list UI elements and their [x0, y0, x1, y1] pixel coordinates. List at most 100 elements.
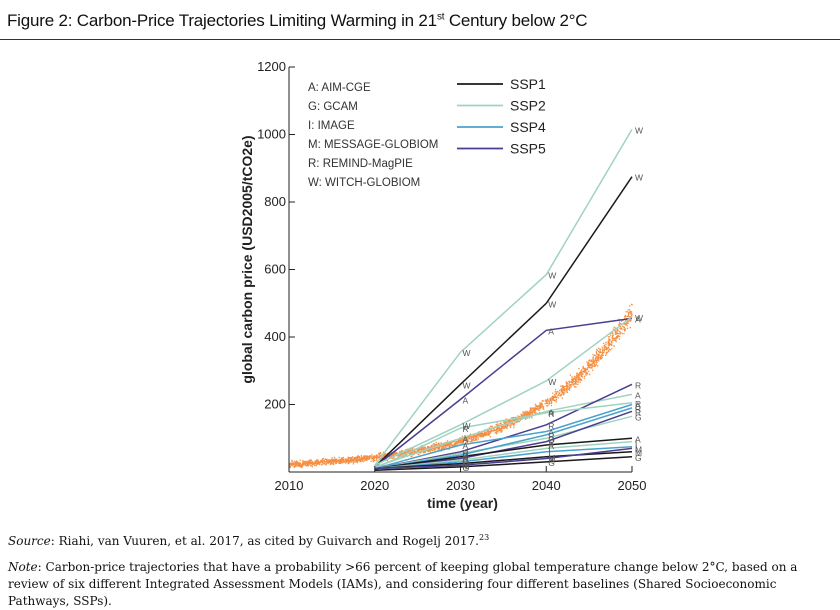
model-marker: R	[463, 448, 469, 458]
source-note: Source: Riahi, van Vuuren, et al. 2017, …	[8, 533, 490, 548]
x-axis-label: time (year)	[427, 495, 498, 511]
legend-label-ssp1: SSP1	[510, 76, 546, 92]
model-marker: R	[635, 404, 641, 414]
model-marker: W	[548, 271, 556, 281]
scatter-cloud	[289, 303, 633, 469]
model-marker: W	[548, 299, 556, 309]
model-marker: I	[463, 456, 465, 466]
model-marker: G	[635, 412, 642, 422]
model-marker: A	[463, 441, 469, 451]
series-line-ssp5-a	[374, 317, 633, 468]
y-axis-label: global carbon price (USD2005/tCO2e)	[239, 135, 255, 383]
model-marker: I	[548, 444, 550, 454]
axes: 200 400 600 800 1000 1200 2010 2020 2030 2040 2050…	[239, 59, 646, 511]
x-tick-label: 2020	[360, 478, 389, 493]
model-marker: M	[548, 453, 555, 463]
x-tick-label: 2010	[275, 478, 304, 493]
x-tick-label: 2040	[532, 478, 561, 493]
y-tick-label: 800	[264, 194, 286, 209]
series-lines	[374, 129, 633, 472]
series-line-ssp2-g	[374, 415, 633, 470]
series-line-ssp4-r	[374, 407, 633, 470]
series-line-ssp5-r	[374, 410, 633, 470]
model-marker: A	[548, 326, 554, 336]
model-marker: A	[635, 434, 641, 444]
model-marker: R	[635, 407, 641, 417]
model-marker: W	[463, 380, 471, 390]
model-marker: W	[635, 125, 643, 135]
model-marker: G	[463, 449, 470, 459]
model-marker: G	[548, 458, 555, 468]
model-marker: G	[635, 453, 642, 463]
series-line-ssp2-r	[374, 402, 633, 470]
model-marker: R	[463, 451, 469, 461]
model-marker: I	[635, 438, 637, 448]
model-marker: A	[463, 453, 469, 463]
model-markers: WWWWWWAAAWWWAAARRRRRRAAAGGGRRRRRRAAAIIII…	[463, 125, 644, 473]
y-tick-label: 400	[264, 329, 286, 344]
model-marker: R	[548, 431, 554, 441]
carbon-price-chart: WWWWWWAAAWWWAAARRRRRRAAAGGGRRRRRRAAAIIII…	[239, 59, 646, 511]
model-marker: M	[463, 460, 470, 470]
model-legend-entry: A: AIM-CGE	[308, 82, 371, 94]
x-tick-label: 2030	[446, 478, 475, 493]
series-line-ssp5-m	[374, 447, 633, 470]
series-line-ssp1-a	[374, 437, 633, 470]
model-marker: A	[463, 395, 469, 405]
series-line-ssp4-a	[374, 403, 633, 470]
model-marker: A	[635, 390, 641, 400]
model-marker: R	[635, 399, 641, 409]
title-divider	[0, 39, 840, 40]
model-marker: W	[548, 377, 556, 387]
model-marker: R	[548, 438, 554, 448]
caption-note: Note: Carbon-price trajectories that hav…	[8, 560, 798, 608]
model-marker: G	[463, 463, 470, 473]
model-marker: M	[548, 455, 555, 465]
series-line-ssp1-g	[374, 456, 633, 472]
model-marker: R	[463, 424, 469, 434]
model-marker: R	[635, 380, 641, 390]
model-marker: R	[548, 409, 554, 419]
model-marker: M	[463, 461, 470, 471]
model-marker: A	[635, 314, 641, 324]
series-line-ssp1-w	[374, 176, 633, 468]
model-marker: I	[463, 458, 465, 468]
y-tick-label: 1200	[257, 59, 286, 74]
y-tick-label: 600	[264, 262, 286, 277]
model-marker: R	[548, 421, 554, 431]
model-legend-entry: G: GCAM	[308, 101, 358, 113]
model-marker: R	[463, 455, 469, 465]
model-legend-entry: W: WITCH-GLOBIOM	[308, 177, 420, 189]
legend: A: AIM-CGE G: GCAM I: IMAGE M: MESSAGE-GLOB…	[308, 76, 546, 189]
y-tick-label: 1000	[257, 127, 286, 142]
legend-label-ssp5: SSP5	[510, 141, 546, 157]
model-marker: A	[463, 434, 469, 444]
series-line-ssp2-w	[374, 129, 633, 466]
model-marker: W	[463, 348, 471, 358]
model-marker: W	[635, 313, 643, 323]
series-line-ssp1-m	[374, 451, 633, 470]
y-tick-label: 200	[264, 397, 286, 412]
series-line-ssp4-i	[374, 445, 633, 470]
model-marker: A	[548, 428, 554, 438]
legend-label-ssp4: SSP4	[510, 119, 546, 135]
model-marker: A	[548, 441, 554, 451]
figure-title: Figure 2: Carbon-Price Trajectories Limi…	[7, 11, 588, 30]
model-marker: I	[635, 443, 637, 453]
model-legend-entry: M: MESSAGE-GLOBIOM	[308, 139, 438, 151]
scatter-points	[289, 303, 633, 469]
model-marker: W	[463, 421, 471, 431]
model-legend-entry: R: REMIND-MagPIE	[308, 158, 413, 170]
model-marker: G	[548, 434, 555, 444]
series-line-ssp2-i	[374, 440, 633, 470]
model-marker: W	[635, 173, 643, 183]
series-line-ssp2-a	[374, 393, 633, 468]
model-marker: M	[635, 448, 642, 458]
model-marker: M	[635, 444, 642, 454]
model-marker: I	[548, 448, 550, 458]
legend-label-ssp2: SSP2	[510, 98, 546, 114]
x-tick-label: 2050	[618, 478, 647, 493]
model-legend-entry: I: IMAGE	[308, 120, 355, 132]
series-line-ssp2-w	[374, 316, 633, 466]
model-marker: A	[548, 407, 554, 417]
